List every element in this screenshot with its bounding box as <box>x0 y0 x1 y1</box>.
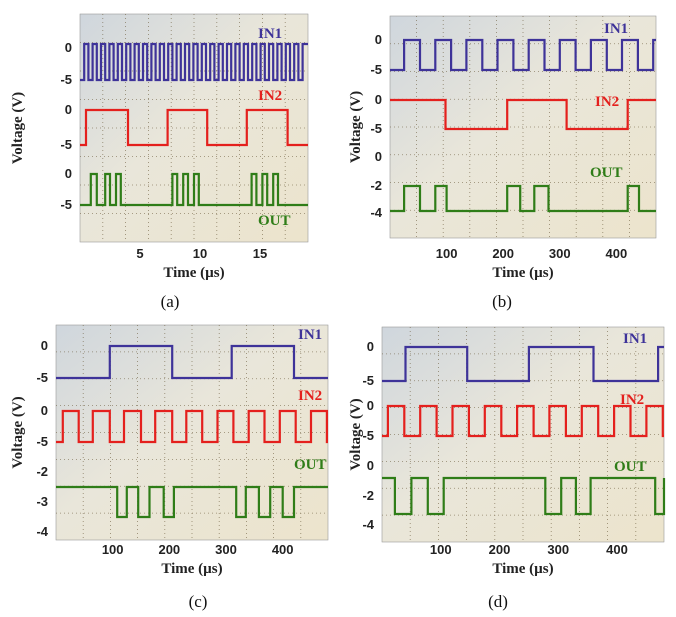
y-tick-label: -3 <box>36 494 48 509</box>
chart-d: IN1 IN2 OUT 0 -5 0 -5 0 -2 -4 100 200 300 400 Time (µs… <box>348 326 666 577</box>
caption-b: (b) <box>492 292 512 311</box>
chart-b: IN1 IN2 OUT 0 -5 0 -5 0 -2 -4 100 200 300 400 Time (µs… <box>348 15 657 281</box>
y-tick-label: -4 <box>362 517 374 532</box>
y-tick-label: -5 <box>362 373 374 388</box>
y-axis-title: Voltage (V) <box>348 398 364 470</box>
x-tick-label: 200 <box>492 246 514 261</box>
y-tick-label: 0 <box>375 32 382 47</box>
panel-d: IN1 IN2 OUT 0 -5 0 -5 0 -2 -4 100 200 300 400 Time (µs… <box>338 315 676 590</box>
y-tick-label: -5 <box>60 197 72 212</box>
x-tick-label: 15 <box>253 246 267 261</box>
x-tick-label: 200 <box>489 542 511 557</box>
label-in1: IN1 <box>623 331 647 347</box>
trace-in2 <box>56 409 328 444</box>
y-axis-title: Voltage (V) <box>348 91 364 163</box>
chart-c: IN1 IN2 OUT 0 -5 0 -5 -2 -3 -4 100 200 300 400 Time (µ… <box>10 324 329 577</box>
y-tick-label: 0 <box>367 339 374 354</box>
trace-in2 <box>382 404 664 438</box>
y-tick-label: 0 <box>41 403 48 418</box>
panel-b: IN1 IN2 OUT 0 -5 0 -5 0 -2 -4 100 200 300 400 Time (µs… <box>338 0 676 290</box>
trace-out <box>80 172 308 207</box>
y-tick-label: -5 <box>60 137 72 152</box>
panel-c: IN1 IN2 OUT 0 -5 0 -5 -2 -3 -4 100 200 300 400 Time (µ… <box>0 315 338 590</box>
x-tick-label: 300 <box>215 542 237 557</box>
y-tick-label: -2 <box>36 464 48 479</box>
x-axis-title: Time (µs) <box>161 561 222 577</box>
x-tick-label: 400 <box>272 542 294 557</box>
trace-out <box>390 184 656 213</box>
y-tick-label: -2 <box>362 488 374 503</box>
x-tick-label: 100 <box>436 246 458 261</box>
y-tick-label: 0 <box>375 92 382 107</box>
y-axis-title: Voltage (V) <box>10 92 26 164</box>
x-tick-label: 300 <box>547 542 569 557</box>
panel-a: IN1 IN2 OUT 0 -5 0 -5 0 -5 5 10 15 Time (µs) Voltage … <box>0 0 338 290</box>
trace-in2 <box>80 108 308 147</box>
y-tick-label: -4 <box>370 205 382 220</box>
y-tick-label: 0 <box>65 166 72 181</box>
x-axis-title: Time (µs) <box>492 265 553 281</box>
y-tick-label: 0 <box>41 338 48 353</box>
trace-in1 <box>390 38 656 72</box>
caption-d: (d) <box>488 592 508 611</box>
label-out: OUT <box>258 213 291 229</box>
x-axis-title: Time (µs) <box>163 265 224 281</box>
chart-a: IN1 IN2 OUT 0 -5 0 -5 0 -5 5 10 15 Time (µs) Voltage … <box>10 13 309 281</box>
y-tick-label: -5 <box>60 72 72 87</box>
x-tick-label: 300 <box>549 246 571 261</box>
x-tick-label: 400 <box>606 246 628 261</box>
y-tick-label: -5 <box>36 370 48 385</box>
label-in2: IN2 <box>620 392 644 408</box>
y-tick-label: -5 <box>370 62 382 77</box>
y-tick-label: -2 <box>370 178 382 193</box>
x-axis-title: Time (µs) <box>492 561 553 577</box>
label-out: OUT <box>614 459 647 475</box>
x-tick-label: 200 <box>158 542 180 557</box>
y-tick-label: 0 <box>375 149 382 164</box>
label-in2: IN2 <box>298 388 322 404</box>
y-tick-label: 0 <box>65 102 72 117</box>
trace-in2 <box>390 98 656 131</box>
y-tick-label: -5 <box>362 428 374 443</box>
trace-in1 <box>56 344 328 380</box>
x-tick-label: 400 <box>606 542 628 557</box>
trace-in1 <box>382 345 664 383</box>
y-axis-title: Voltage (V) <box>10 396 26 468</box>
y-tick-label: 0 <box>367 458 374 473</box>
caption-a: (a) <box>160 292 180 311</box>
label-out: OUT <box>590 165 623 181</box>
label-in1: IN1 <box>604 21 628 37</box>
label-in1: IN1 <box>298 327 322 343</box>
label-in2: IN2 <box>595 94 619 110</box>
label-in1: IN1 <box>258 26 282 42</box>
y-tick-label: -5 <box>370 121 382 136</box>
caption-c: (c) <box>188 592 208 611</box>
x-tick-label: 5 <box>136 246 143 261</box>
trace-out <box>382 476 666 516</box>
y-tick-label: 0 <box>65 40 72 55</box>
y-tick-label: -4 <box>36 524 48 539</box>
x-tick-label: 10 <box>193 246 207 261</box>
label-in2: IN2 <box>258 88 282 104</box>
x-tick-label: 100 <box>430 542 452 557</box>
y-tick-label: 0 <box>367 398 374 413</box>
trace-in1 <box>80 42 308 82</box>
trace-out <box>56 485 328 519</box>
y-tick-label: -5 <box>36 434 48 449</box>
x-tick-label: 100 <box>102 542 124 557</box>
label-out: OUT <box>294 457 327 473</box>
